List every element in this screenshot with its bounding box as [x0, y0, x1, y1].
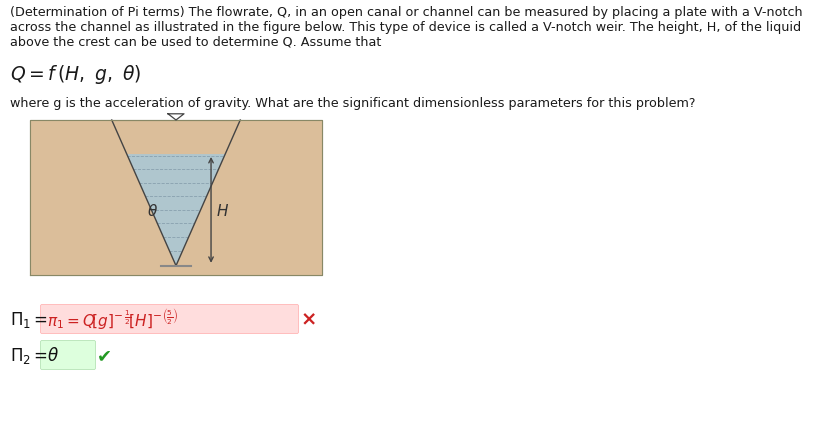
Text: across the channel as illustrated in the figure below. This type of device is ca: across the channel as illustrated in the… — [10, 21, 801, 34]
Text: $\mathbf{\times}$: $\mathbf{\times}$ — [300, 310, 316, 329]
Polygon shape — [30, 121, 176, 275]
Text: where g is the acceleration of gravity. What are the significant dimensionless p: where g is the acceleration of gravity. … — [10, 97, 696, 110]
Text: $\pi_1 = Q\!\left[g\right]^{\!-\frac{1}{2}}\!\left[H\right]^{\!-\!\left(\frac{5}: $\pi_1 = Q\!\left[g\right]^{\!-\frac{1}{… — [47, 307, 179, 332]
Text: above the crest can be used to determine Q. Assume that: above the crest can be used to determine… — [10, 35, 381, 48]
FancyBboxPatch shape — [40, 305, 298, 334]
FancyBboxPatch shape — [40, 341, 95, 370]
Text: $\theta$: $\theta$ — [47, 346, 59, 364]
Text: $Q = f\,(H,\ g,\ \theta)$: $Q = f\,(H,\ g,\ \theta)$ — [10, 63, 141, 86]
Text: $\Pi_2 = $: $\Pi_2 = $ — [10, 345, 48, 365]
Text: $\Pi_1 = $: $\Pi_1 = $ — [10, 309, 48, 329]
Text: (Determination of Pi terms) The flowrate, Q, in an open canal or channel can be : (Determination of Pi terms) The flowrate… — [10, 6, 803, 19]
Polygon shape — [176, 121, 322, 275]
Polygon shape — [30, 264, 322, 275]
Polygon shape — [127, 155, 225, 266]
Bar — [30, 121, 322, 275]
Text: $\theta$: $\theta$ — [147, 203, 158, 218]
Text: ✔: ✔ — [97, 346, 112, 364]
Text: $H$: $H$ — [216, 203, 229, 218]
